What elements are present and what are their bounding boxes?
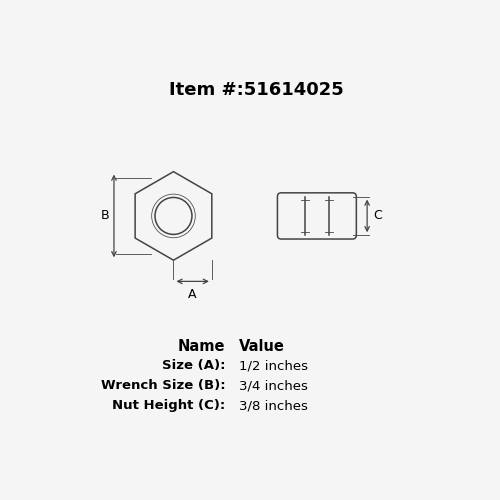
Text: Size (A):: Size (A): [162,359,226,372]
Text: B: B [101,210,110,222]
Text: C: C [373,210,382,222]
Text: A: A [188,288,197,302]
Text: Name: Name [178,339,226,354]
Text: Wrench Size (B):: Wrench Size (B): [101,379,226,392]
Text: 3/4 inches: 3/4 inches [239,379,308,392]
Text: 1/2 inches: 1/2 inches [239,359,308,372]
Text: Nut Height (C):: Nut Height (C): [112,399,226,412]
Text: Item #:51614025: Item #:51614025 [169,81,344,99]
Text: 3/8 inches: 3/8 inches [239,399,308,412]
Text: Value: Value [239,339,285,354]
